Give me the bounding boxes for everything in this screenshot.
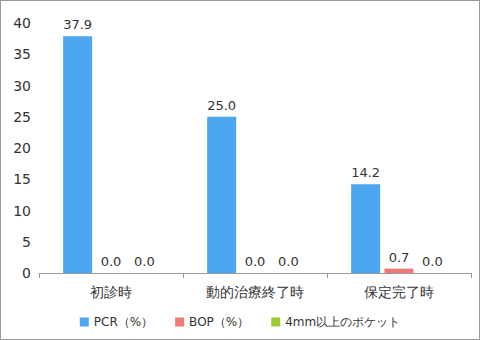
svg-text:動的治療終了時: 動的治療終了時 bbox=[206, 284, 304, 300]
svg-text:35: 35 bbox=[13, 46, 31, 62]
svg-text:保定完了時: 保定完了時 bbox=[364, 284, 434, 300]
svg-text:40: 40 bbox=[13, 15, 31, 31]
svg-text:25: 25 bbox=[13, 109, 31, 125]
svg-text:30: 30 bbox=[13, 78, 31, 94]
svg-text:20: 20 bbox=[13, 140, 31, 156]
svg-text:0.0: 0.0 bbox=[422, 254, 443, 269]
svg-text:PCR（%）: PCR（%） bbox=[94, 315, 153, 329]
svg-text:0: 0 bbox=[22, 265, 31, 281]
svg-text:5: 5 bbox=[22, 234, 31, 250]
svg-text:10: 10 bbox=[13, 203, 31, 219]
svg-text:BOP（%）: BOP（%） bbox=[189, 315, 249, 329]
svg-text:初診時: 初診時 bbox=[90, 284, 132, 300]
svg-text:0.0: 0.0 bbox=[278, 254, 299, 269]
svg-text:0.7: 0.7 bbox=[389, 250, 410, 265]
svg-text:25.0: 25.0 bbox=[207, 98, 236, 113]
svg-text:14.2: 14.2 bbox=[351, 165, 380, 180]
svg-text:4mm以上のポケット: 4mm以上のポケット bbox=[285, 315, 400, 329]
svg-text:0.0: 0.0 bbox=[101, 254, 122, 269]
svg-text:0.0: 0.0 bbox=[134, 254, 155, 269]
svg-text:15: 15 bbox=[13, 171, 31, 187]
svg-text:37.9: 37.9 bbox=[63, 17, 92, 32]
svg-text:0.0: 0.0 bbox=[245, 254, 266, 269]
